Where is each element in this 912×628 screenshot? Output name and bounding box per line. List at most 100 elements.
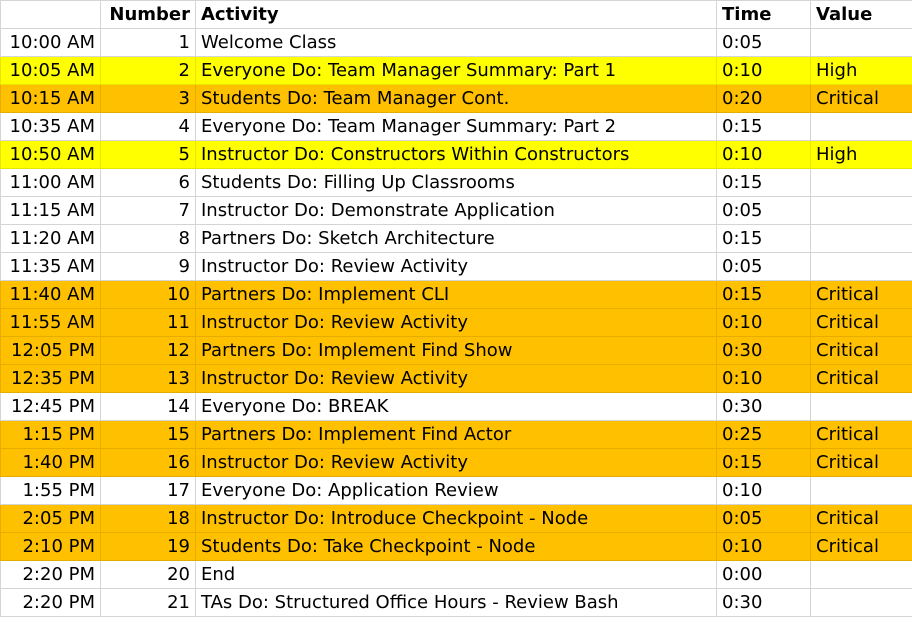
activity-cell[interactable]: Instructor Do: Constructors Within Const… — [195, 140, 717, 169]
time-cell[interactable]: 2:05 PM — [0, 504, 101, 533]
number-cell[interactable]: 21 — [100, 588, 196, 617]
duration-cell[interactable]: 0:15 — [716, 168, 811, 197]
duration-cell[interactable]: 0:10 — [716, 364, 811, 393]
value-cell[interactable]: Critical — [810, 336, 912, 365]
activity-cell[interactable]: Instructor Do: Introduce Checkpoint - No… — [195, 504, 717, 533]
value-cell[interactable] — [810, 196, 912, 225]
time-cell[interactable]: 1:40 PM — [0, 448, 101, 477]
time-cell[interactable]: 12:05 PM — [0, 336, 101, 365]
value-cell[interactable] — [810, 476, 912, 505]
number-cell[interactable]: 3 — [100, 84, 196, 113]
activity-cell[interactable]: Instructor Do: Demonstrate Application — [195, 196, 717, 225]
number-cell[interactable]: 15 — [100, 420, 196, 449]
activity-cell[interactable]: Instructor Do: Review Activity — [195, 364, 717, 393]
duration-cell[interactable]: 0:15 — [716, 112, 811, 141]
value-cell[interactable]: Critical — [810, 448, 912, 477]
number-cell[interactable]: 18 — [100, 504, 196, 533]
number-cell[interactable]: 19 — [100, 532, 196, 561]
duration-cell[interactable]: 0:05 — [716, 504, 811, 533]
activity-cell[interactable]: Instructor Do: Review Activity — [195, 448, 717, 477]
value-cell[interactable]: Critical — [810, 504, 912, 533]
value-cell[interactable]: Critical — [810, 364, 912, 393]
duration-cell[interactable]: 0:00 — [716, 560, 811, 589]
time-cell[interactable]: 11:55 AM — [0, 308, 101, 337]
number-cell[interactable]: 20 — [100, 560, 196, 589]
activity-cell[interactable]: Partners Do: Sketch Architecture — [195, 224, 717, 253]
value-cell[interactable] — [810, 392, 912, 421]
duration-cell[interactable]: 0:10 — [716, 532, 811, 561]
value-cell[interactable] — [810, 112, 912, 141]
number-cell[interactable]: 2 — [100, 56, 196, 85]
duration-cell[interactable]: 0:10 — [716, 476, 811, 505]
value-cell[interactable]: Critical — [810, 308, 912, 337]
value-cell[interactable] — [810, 224, 912, 253]
number-cell[interactable]: 5 — [100, 140, 196, 169]
duration-cell[interactable]: 0:10 — [716, 308, 811, 337]
duration-cell[interactable]: 0:05 — [716, 28, 811, 57]
header-number-cell[interactable]: Number — [100, 0, 196, 29]
duration-cell[interactable]: 0:30 — [716, 392, 811, 421]
duration-cell[interactable]: 0:20 — [716, 84, 811, 113]
number-cell[interactable]: 6 — [100, 168, 196, 197]
activity-cell[interactable]: TAs Do: Structured Office Hours - Review… — [195, 588, 717, 617]
duration-cell[interactable]: 0:30 — [716, 588, 811, 617]
time-cell[interactable]: 10:05 AM — [0, 56, 101, 85]
time-cell[interactable]: 2:20 PM — [0, 588, 101, 617]
time-cell[interactable]: 11:35 AM — [0, 252, 101, 281]
value-cell[interactable]: Critical — [810, 84, 912, 113]
value-cell[interactable] — [810, 252, 912, 281]
time-cell[interactable]: 10:35 AM — [0, 112, 101, 141]
number-cell[interactable]: 7 — [100, 196, 196, 225]
value-cell[interactable] — [810, 560, 912, 589]
activity-cell[interactable]: Students Do: Take Checkpoint - Node — [195, 532, 717, 561]
activity-cell[interactable]: Partners Do: Implement CLI — [195, 280, 717, 309]
activity-cell[interactable]: Everyone Do: Team Manager Summary: Part … — [195, 112, 717, 141]
number-cell[interactable]: 1 — [100, 28, 196, 57]
time-cell[interactable]: 10:50 AM — [0, 140, 101, 169]
duration-cell[interactable]: 0:15 — [716, 224, 811, 253]
time-cell[interactable]: 10:00 AM — [0, 28, 101, 57]
duration-cell[interactable]: 0:05 — [716, 196, 811, 225]
duration-cell[interactable]: 0:05 — [716, 252, 811, 281]
time-cell[interactable]: 11:15 AM — [0, 196, 101, 225]
activity-cell[interactable]: Partners Do: Implement Find Show — [195, 336, 717, 365]
value-cell[interactable] — [810, 168, 912, 197]
number-cell[interactable]: 13 — [100, 364, 196, 393]
activity-cell[interactable]: Welcome Class — [195, 28, 717, 57]
time-cell[interactable]: 2:20 PM — [0, 560, 101, 589]
time-cell[interactable]: 12:45 PM — [0, 392, 101, 421]
activity-cell[interactable]: Partners Do: Implement Find Actor — [195, 420, 717, 449]
duration-cell[interactable]: 0:15 — [716, 448, 811, 477]
activity-cell[interactable]: Students Do: Filling Up Classrooms — [195, 168, 717, 197]
activity-cell[interactable]: Everyone Do: Team Manager Summary: Part … — [195, 56, 717, 85]
time-cell[interactable]: 2:10 PM — [0, 532, 101, 561]
activity-cell[interactable]: Students Do: Team Manager Cont. — [195, 84, 717, 113]
duration-cell[interactable]: 0:30 — [716, 336, 811, 365]
time-cell[interactable]: 1:55 PM — [0, 476, 101, 505]
header-value-cell[interactable]: Value — [810, 0, 912, 29]
value-cell[interactable]: Critical — [810, 532, 912, 561]
time-cell[interactable]: 12:35 PM — [0, 364, 101, 393]
number-cell[interactable]: 11 — [100, 308, 196, 337]
value-cell[interactable]: High — [810, 140, 912, 169]
number-cell[interactable]: 16 — [100, 448, 196, 477]
number-cell[interactable]: 17 — [100, 476, 196, 505]
value-cell[interactable]: Critical — [810, 280, 912, 309]
time-cell[interactable]: 1:15 PM — [0, 420, 101, 449]
activity-cell[interactable]: Instructor Do: Review Activity — [195, 308, 717, 337]
number-cell[interactable]: 8 — [100, 224, 196, 253]
header-time-cell[interactable] — [0, 0, 101, 29]
duration-cell[interactable]: 0:15 — [716, 280, 811, 309]
value-cell[interactable]: Critical — [810, 420, 912, 449]
activity-cell[interactable]: End — [195, 560, 717, 589]
number-cell[interactable]: 14 — [100, 392, 196, 421]
value-cell[interactable]: High — [810, 56, 912, 85]
number-cell[interactable]: 4 — [100, 112, 196, 141]
activity-cell[interactable]: Everyone Do: BREAK — [195, 392, 717, 421]
duration-cell[interactable]: 0:25 — [716, 420, 811, 449]
time-cell[interactable]: 11:00 AM — [0, 168, 101, 197]
value-cell[interactable] — [810, 588, 912, 617]
header-duration-cell[interactable]: Time — [716, 0, 811, 29]
duration-cell[interactable]: 0:10 — [716, 56, 811, 85]
duration-cell[interactable]: 0:10 — [716, 140, 811, 169]
